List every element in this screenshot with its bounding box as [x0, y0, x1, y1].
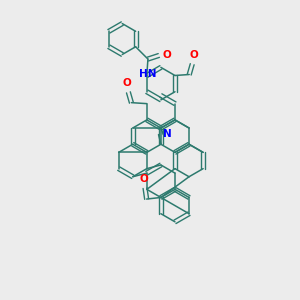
Text: O: O [123, 78, 131, 88]
Text: N: N [164, 129, 172, 139]
Text: O: O [162, 50, 171, 61]
Text: HN: HN [140, 69, 157, 79]
Text: O: O [189, 50, 198, 60]
Text: O: O [139, 174, 148, 184]
